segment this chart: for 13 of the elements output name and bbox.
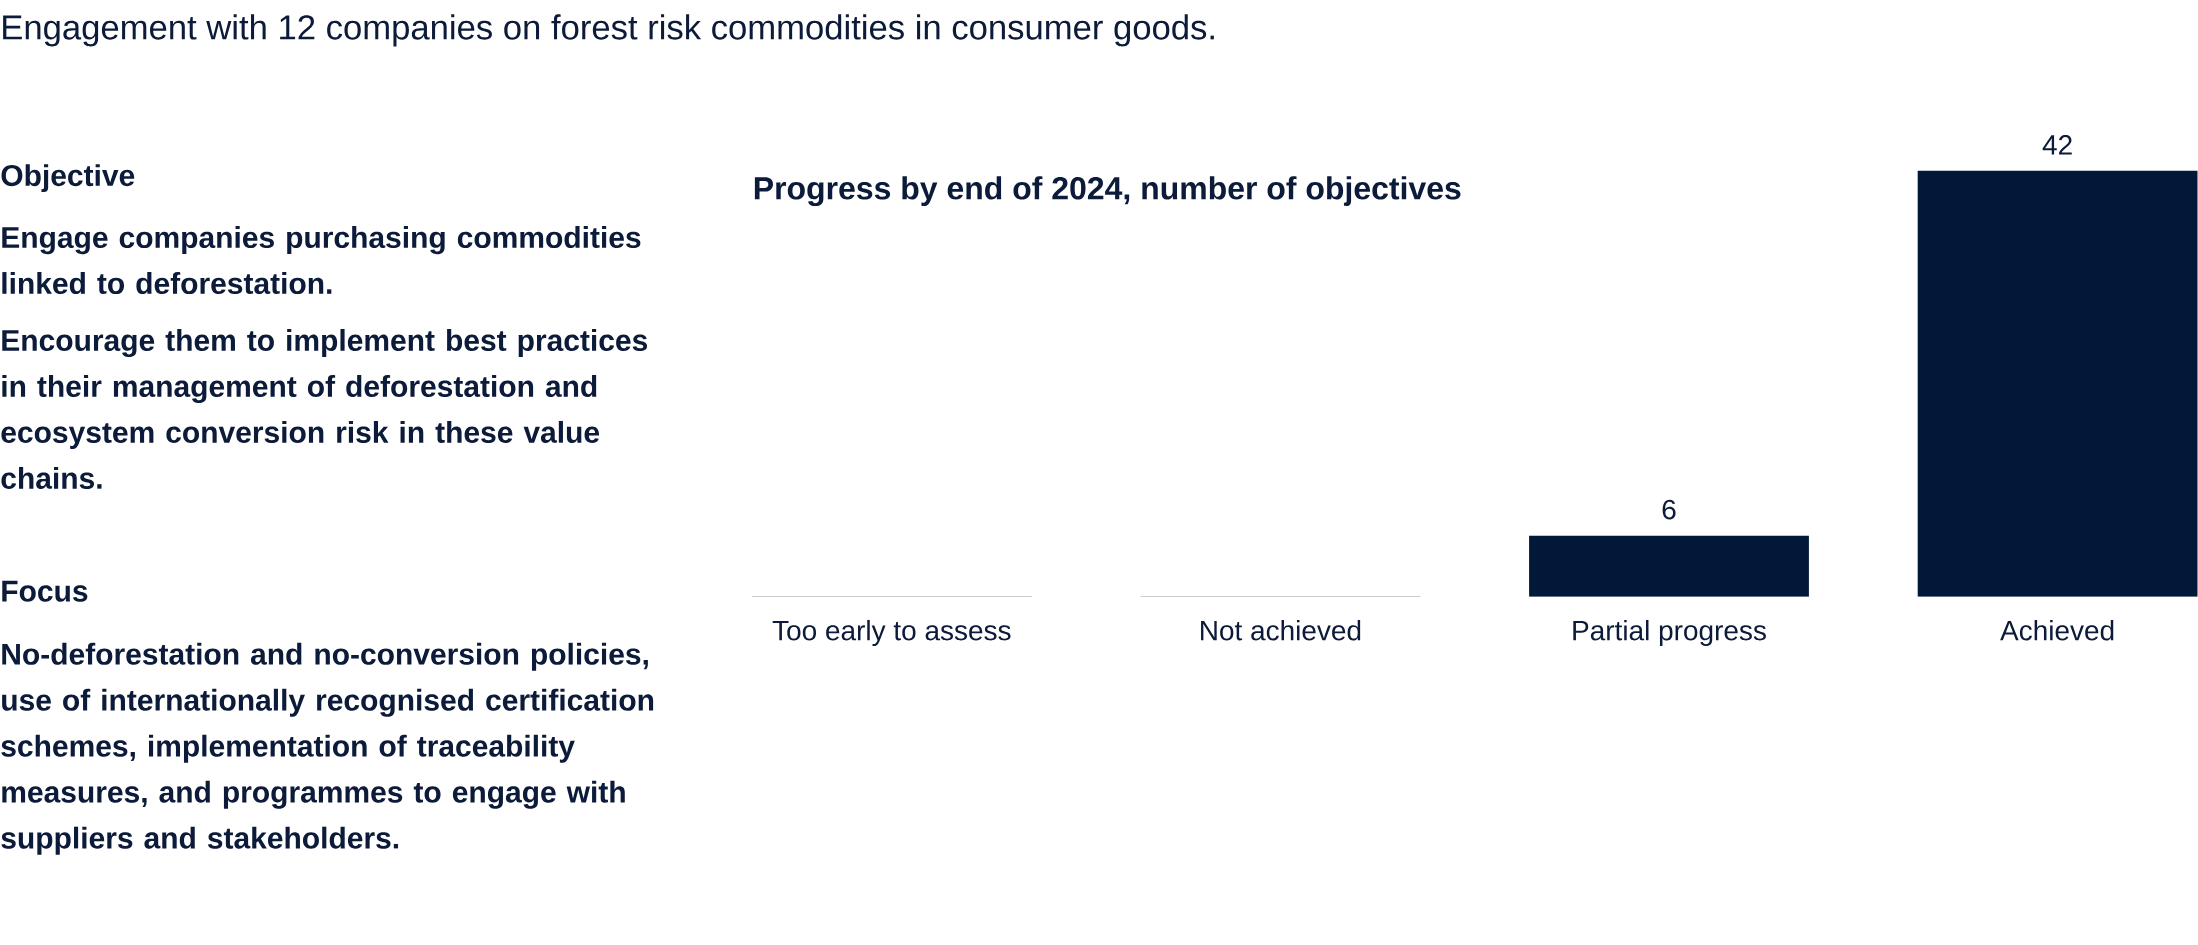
x-tick-label: Partial progress <box>1573 619 1766 646</box>
data-label: 6 <box>1662 499 1676 520</box>
x-tick-label: Achieved <box>2000 619 2114 641</box>
chart-title: Engagement with 12 companies on forest risk commodities in consumer goods. <box>3 14 1214 47</box>
text: Objective <box>1 163 135 192</box>
text: Focus <box>2 580 88 602</box>
x-tick-label: Not achieved <box>1201 619 1361 641</box>
x-tick-label: Too early to assess <box>772 619 1011 646</box>
text: Encourage them to implement best practices in their management of deforestation and ecosystem conversion risk in these value chains. <box>1 328 648 489</box>
data-label: 42 <box>2042 134 2072 155</box>
chart-subtitle: Progress by end of 2024, number of objectives <box>754 175 1461 206</box>
text: Engage companies purchasing commodities linked to deforestation. <box>2 225 641 294</box>
text: No-deforestation and no-conversion policies, use of internationally recognised certification schemes, implementation of traceability measures, and programmes to engage with suppliers and stakeholders. <box>1 642 654 855</box>
